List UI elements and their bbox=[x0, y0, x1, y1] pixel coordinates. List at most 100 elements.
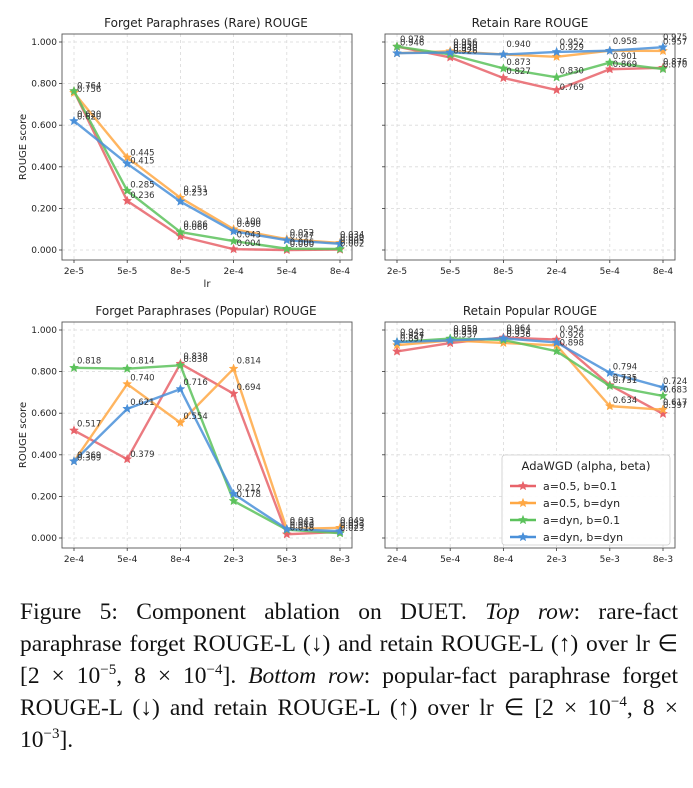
legend-swatch-marker bbox=[517, 531, 529, 542]
data-label: 0.620 bbox=[77, 112, 101, 122]
legend-item-1: a=0.5, b=0.1 bbox=[510, 480, 617, 493]
x-tick-label: 5e-4 bbox=[277, 267, 298, 277]
chart-panel-4: Retain Popular ROUGE 2e-4 5e-4 8e-4 2e-3 5e-3… bbox=[382, 304, 687, 565]
data-label: 0.814 bbox=[130, 356, 154, 366]
y-tick-label: 0.800 bbox=[31, 80, 57, 90]
data-label: 0.043 bbox=[290, 519, 314, 529]
data-point bbox=[122, 363, 133, 373]
data-point bbox=[175, 383, 186, 394]
series-4 bbox=[68, 383, 346, 536]
caption-part4: ]. bbox=[222, 663, 249, 689]
data-point bbox=[498, 49, 509, 59]
data-label: 0.898 bbox=[560, 339, 584, 349]
data-label: 0.740 bbox=[130, 373, 154, 383]
y-tick-label: 0.200 bbox=[31, 492, 57, 502]
chart-title: Forget Paraphrases (Popular) ROUGE bbox=[95, 304, 316, 318]
data-label: 0.950 bbox=[453, 328, 477, 338]
series-line bbox=[72, 90, 341, 251]
series-line bbox=[396, 46, 664, 56]
data-label: 0.814 bbox=[237, 356, 261, 366]
plot-frame bbox=[384, 321, 676, 549]
legend-swatch-marker bbox=[517, 497, 529, 508]
data-label: 0.049 bbox=[340, 516, 364, 526]
legend-item-2: a=0.5, b=dyn bbox=[510, 497, 620, 510]
x-tick-label: 8e-4 bbox=[330, 267, 351, 277]
data-point bbox=[657, 404, 669, 414]
data-point bbox=[551, 72, 562, 82]
data-label: 0.954 bbox=[560, 325, 584, 335]
data-label: 0.033 bbox=[340, 519, 364, 529]
data-label: 0.086 bbox=[183, 220, 207, 230]
data-label: 0.716 bbox=[183, 378, 207, 388]
legend: AdaWGD (alpha, beta) a=0.5, b=0.1 a=0.5, b… bbox=[501, 454, 671, 546]
data-label: 0.794 bbox=[613, 363, 637, 373]
data-point bbox=[175, 226, 186, 237]
data-point bbox=[334, 525, 346, 536]
data-label: 0.043 bbox=[290, 516, 314, 526]
data-point bbox=[498, 63, 509, 73]
data-point bbox=[657, 408, 669, 419]
x-tick-label: 8e-4 bbox=[170, 555, 191, 565]
data-label: 0.034 bbox=[340, 231, 364, 241]
plot-area bbox=[385, 34, 675, 260]
chart-panel-1: Forget Paraphrases (Rare) ROUGE 0.000 0.20… bbox=[18, 16, 364, 290]
y-axis-label: ROUGE score bbox=[18, 402, 29, 468]
data-point bbox=[228, 363, 239, 373]
x-tick-label: 8e-5 bbox=[170, 267, 190, 277]
data-label: 0.415 bbox=[130, 157, 154, 167]
data-label: 0.927 bbox=[400, 332, 424, 342]
caption-part2: : rare-fact paraphrase forget ROUGE-L (↓… bbox=[20, 599, 678, 689]
y-tick-label: 0.000 bbox=[31, 246, 57, 256]
data-label: 0.926 bbox=[560, 331, 584, 341]
x-tick-label: 5e-4 bbox=[600, 267, 621, 277]
data-point bbox=[551, 84, 562, 95]
y-tick-label: 0.600 bbox=[31, 409, 57, 419]
data-point bbox=[551, 337, 562, 347]
data-label: 0.937 bbox=[453, 330, 477, 340]
figure-5-charts: Forget Paraphrases (Rare) ROUGE 0.000 0.20… bbox=[18, 16, 687, 565]
data-point bbox=[551, 51, 562, 62]
series-3 bbox=[68, 85, 346, 254]
data-label: 0.621 bbox=[130, 398, 154, 408]
data-point bbox=[175, 230, 186, 241]
series-line bbox=[73, 387, 341, 533]
series-line bbox=[396, 337, 664, 389]
data-label: 0.926 bbox=[453, 47, 477, 57]
data-label: 0.964 bbox=[506, 324, 530, 334]
data-label: 0.735 bbox=[613, 373, 637, 383]
x-tick-label: 2e-5 bbox=[64, 267, 84, 277]
x-tick-label: 5e-5 bbox=[117, 267, 137, 277]
caption-part3: , 8 × 10 bbox=[116, 663, 207, 689]
data-label: 0.959 bbox=[453, 325, 477, 335]
data-point bbox=[657, 45, 669, 56]
data-label: 0.597 bbox=[663, 401, 687, 411]
data-label: 0.004 bbox=[237, 239, 261, 249]
data-label: 0.950 bbox=[453, 41, 477, 51]
data-label: 0.940 bbox=[506, 40, 530, 50]
data-label: 0.023 bbox=[340, 524, 364, 534]
data-point bbox=[604, 400, 615, 411]
plot-frame bbox=[61, 321, 353, 549]
legend-box bbox=[501, 454, 671, 546]
plot-frame bbox=[61, 33, 353, 261]
legend-label: a=dyn, b=dyn bbox=[543, 531, 623, 544]
data-point bbox=[122, 378, 133, 389]
x-tick-label: 8e-3 bbox=[653, 555, 673, 565]
y-tick-label: 0.200 bbox=[31, 204, 57, 214]
series-line bbox=[396, 45, 664, 92]
chart-panel-3: Forget Paraphrases (Popular) ROUGE 0.000 0… bbox=[18, 304, 364, 565]
data-label: 0.869 bbox=[613, 60, 637, 70]
data-point bbox=[281, 243, 292, 254]
data-label: 0.002 bbox=[340, 239, 364, 249]
data-label: 0.952 bbox=[560, 38, 584, 48]
data-label: 0.018 bbox=[290, 524, 314, 534]
data-point bbox=[604, 380, 615, 391]
data-label: 0.634 bbox=[613, 396, 637, 406]
data-label: 0.683 bbox=[663, 385, 687, 395]
data-point bbox=[122, 158, 133, 168]
x-tick-label: 5e-3 bbox=[277, 555, 297, 565]
data-point bbox=[122, 195, 133, 206]
data-point bbox=[498, 72, 509, 83]
data-point bbox=[657, 390, 669, 401]
data-point bbox=[281, 234, 292, 245]
